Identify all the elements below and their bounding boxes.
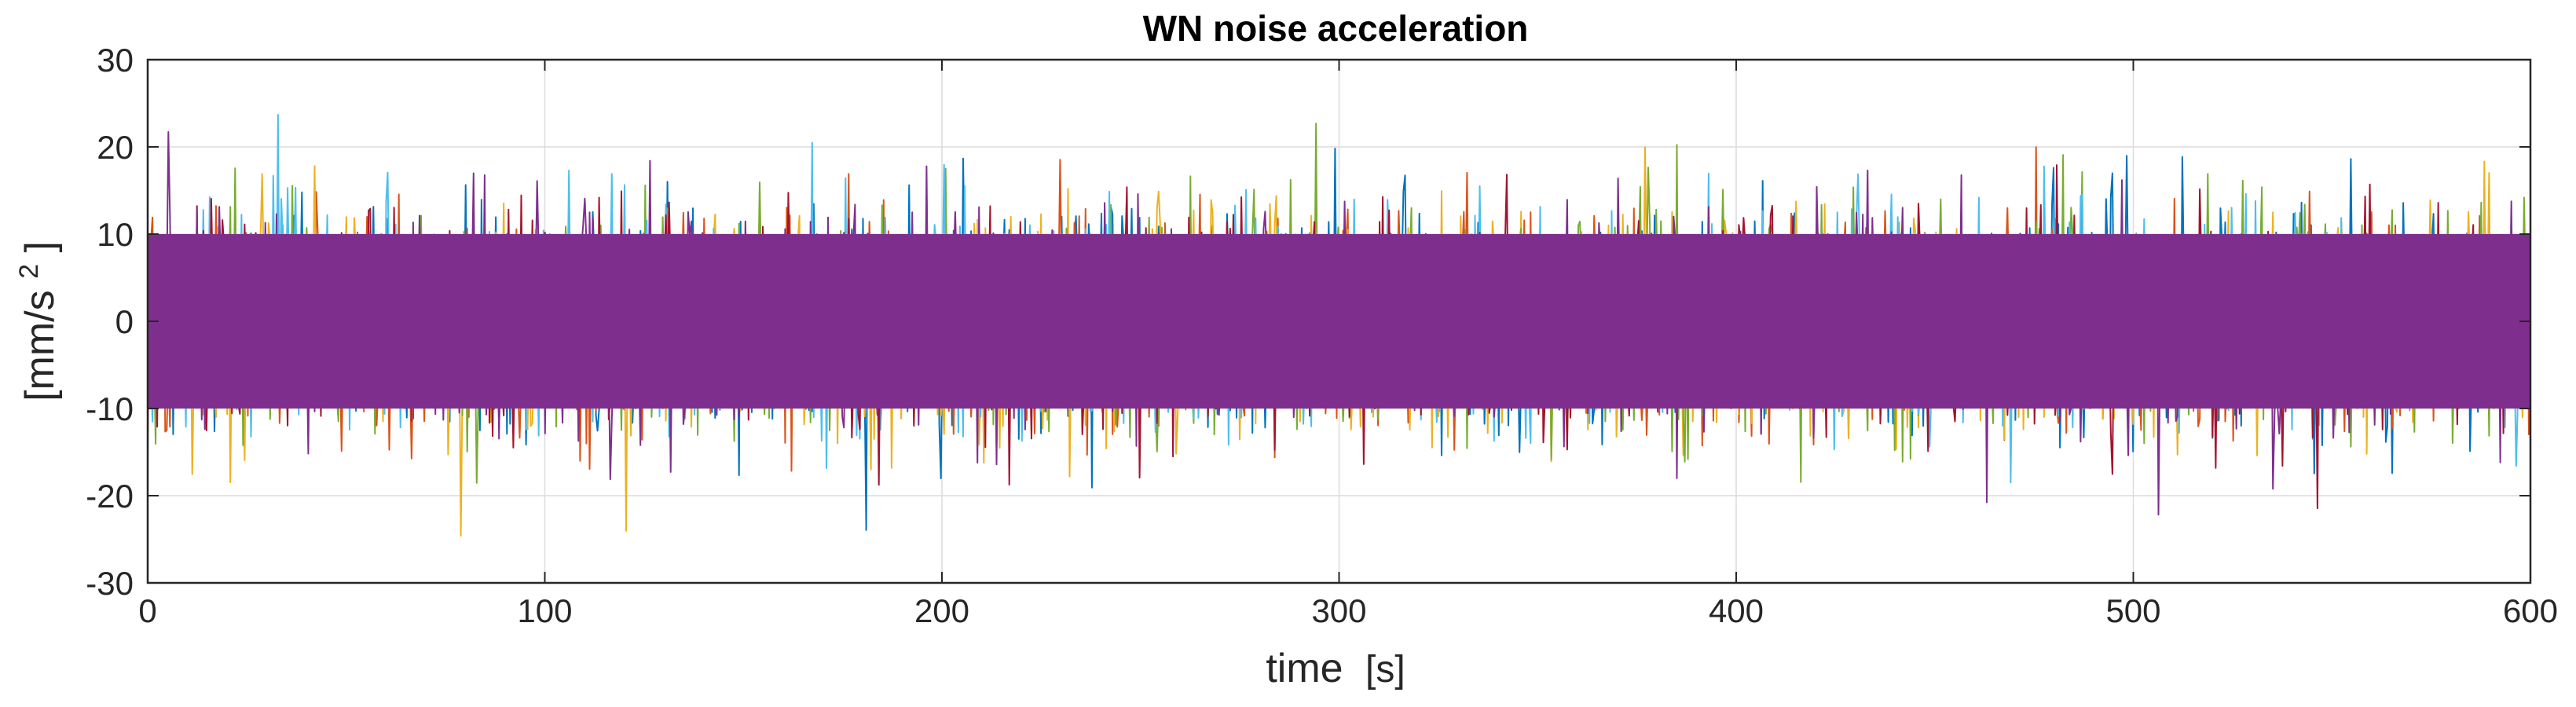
x-axis-ticks: 0 100 200 300 400 500 600	[138, 60, 2558, 629]
y-axis-ticks: -30 -20 -10 0 10 20 30	[86, 42, 2530, 602]
chart-title: WN noise acceleration	[1143, 8, 1529, 49]
dense-purple-band	[148, 234, 2530, 408]
x-axis-label: time [s]	[1266, 646, 1405, 691]
x-axis-label-unit: [s]	[1365, 649, 1405, 691]
y-axis-label: [mm/s 2 ]	[2, 241, 63, 401]
x-axis-label-text: time	[1266, 646, 1343, 691]
x-tick-label: 400	[1709, 592, 1764, 629]
y-tick-label: -10	[86, 390, 134, 427]
x-tick-label: 100	[517, 592, 572, 629]
y-axis-label-superscript: 2	[14, 264, 44, 279]
x-tick-label: 500	[2105, 592, 2160, 629]
y-axis-label-text: [mm/s	[17, 290, 63, 401]
y-tick-label: -20	[86, 478, 134, 515]
y-tick-label: 20	[97, 129, 134, 166]
y-tick-label: 0	[115, 303, 134, 340]
y-tick-label: 10	[97, 216, 134, 253]
x-tick-label: 600	[2503, 592, 2558, 629]
x-tick-label: 0	[138, 592, 156, 629]
y-tick-label: 30	[97, 42, 134, 79]
x-tick-label: 300	[1311, 592, 1366, 629]
x-tick-label: 200	[914, 592, 969, 629]
y-tick-label: -30	[86, 565, 134, 602]
y-axis-label-close: ]	[17, 241, 63, 252]
